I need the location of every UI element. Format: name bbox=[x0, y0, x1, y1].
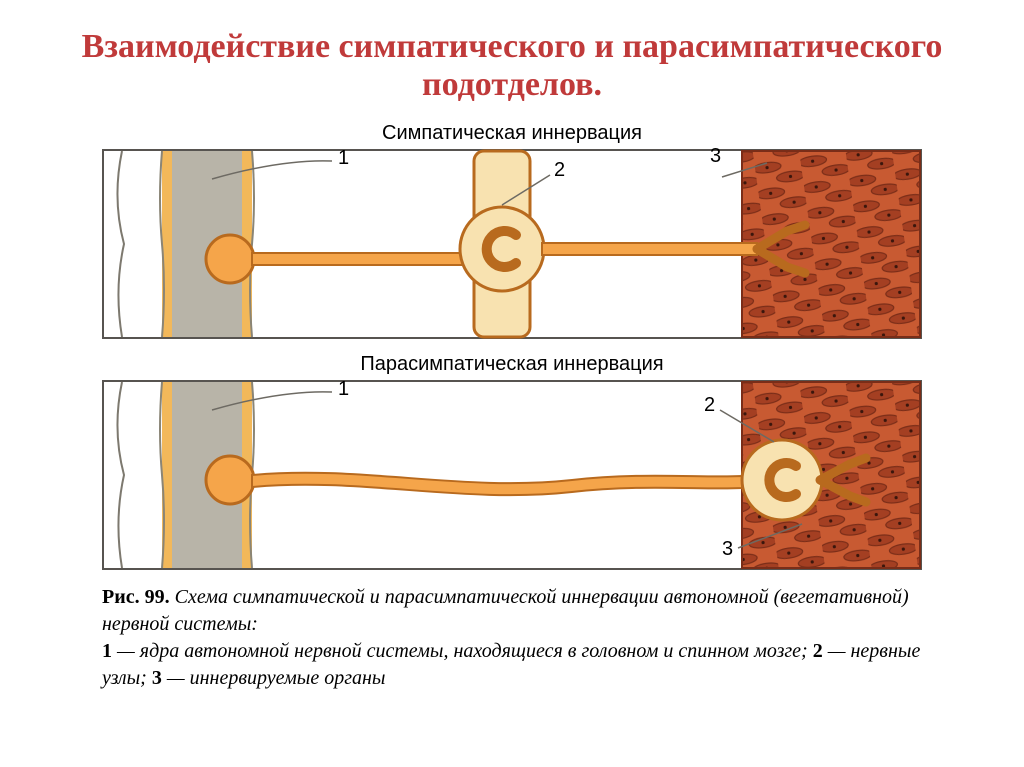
caption-prefix: Рис. 99. bbox=[102, 586, 170, 608]
legend-3: — иннервируемые органы bbox=[162, 667, 386, 689]
label-3: 3 bbox=[722, 538, 733, 561]
label-1: 1 bbox=[338, 147, 349, 170]
caption-main: Схема симпатической и парасимпатической … bbox=[102, 586, 909, 635]
label-3: 3 bbox=[710, 145, 721, 168]
legend-1: — ядра автономной нервной системы, наход… bbox=[112, 640, 813, 662]
panel-sympathetic: 1 2 3 bbox=[102, 149, 922, 339]
slide: Взаимодействие симпатического и парасимп… bbox=[0, 0, 1024, 767]
label-1: 1 bbox=[338, 378, 349, 401]
preganglionic-neuron bbox=[206, 235, 477, 283]
sympathetic-svg bbox=[102, 149, 922, 339]
label-2: 2 bbox=[554, 159, 565, 182]
legend-1-lead: 1 bbox=[102, 640, 112, 662]
parasympathetic-svg bbox=[102, 380, 922, 570]
subtitle-sympathetic: Симпатическая иннервация bbox=[0, 122, 1024, 145]
ganglion bbox=[742, 440, 822, 520]
page-title: Взаимодействие симпатического и парасимп… bbox=[0, 0, 1024, 116]
figure-caption: Рис. 99. Схема симпатической и парасимпа… bbox=[102, 584, 922, 692]
panel-parasympathetic: 1 2 3 bbox=[102, 380, 922, 570]
legend-3-lead: 3 bbox=[152, 667, 162, 689]
subtitle-parasympathetic: Парасимпатическая иннервация bbox=[0, 353, 1024, 376]
ganglion bbox=[460, 207, 544, 291]
label-2: 2 bbox=[704, 394, 715, 417]
preganglionic-neuron bbox=[206, 456, 742, 504]
legend-2-lead: 2 bbox=[813, 640, 823, 662]
